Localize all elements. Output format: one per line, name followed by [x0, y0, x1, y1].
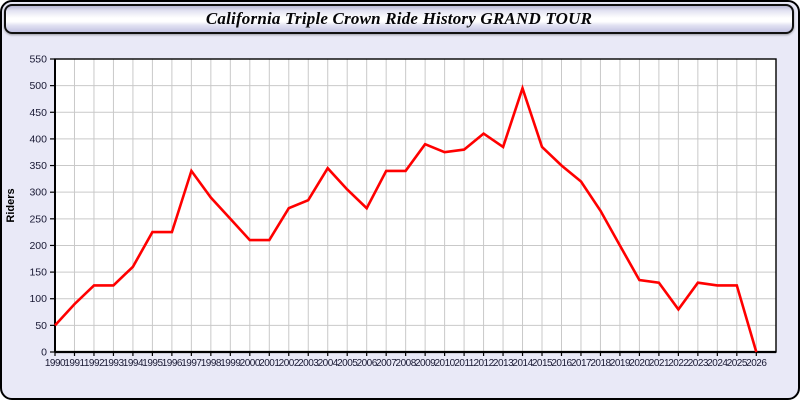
x-tick-label: 2003 [298, 358, 319, 369]
y-tick-label: 450 [29, 107, 47, 119]
x-tick-label: 2007 [376, 358, 397, 369]
y-tick-label: 400 [29, 133, 47, 145]
x-tick-label: 1993 [103, 358, 124, 369]
x-tick-label: 2011 [454, 358, 474, 369]
x-tick-label: 2018 [590, 358, 611, 369]
x-tick-label: 2008 [396, 358, 417, 369]
x-tick-label: 2020 [629, 358, 650, 369]
x-tick-label: 2002 [279, 358, 300, 369]
y-tick-label: 350 [29, 160, 47, 172]
x-tick-label: 2012 [473, 358, 494, 369]
x-tick-label: 2000 [240, 358, 261, 369]
y-tick-label: 500 [29, 80, 47, 92]
x-tick-label: 1990 [45, 358, 66, 369]
x-tick-label: 2004 [318, 358, 339, 369]
axis-ticks [50, 58, 757, 356]
x-tick-label: 2016 [551, 358, 572, 369]
y-tick-label: 300 [29, 187, 47, 199]
y-tick-label: 100 [29, 293, 47, 305]
x-tick-label: 2024 [707, 358, 728, 369]
x-tick-label: 1992 [84, 358, 105, 369]
x-axis-labels: 1990 1991 1992 1993 1994 1995 1996 1997 1998 1999… [45, 358, 768, 369]
y-tick-label: 250 [29, 213, 47, 225]
x-tick-label: 1995 [142, 358, 163, 369]
x-tick-label: 2005 [337, 358, 358, 369]
riders-data-line [54, 84, 758, 353]
x-tick-label: 2014 [512, 358, 533, 369]
x-tick-label: 2013 [493, 358, 514, 369]
x-tick-label: 2009 [415, 358, 436, 369]
x-tick-label: 2026 [746, 358, 767, 369]
x-tick-label: 1994 [123, 358, 144, 369]
gridlines [55, 59, 776, 352]
x-tick-label: 2022 [668, 358, 689, 369]
y-tick-label: 150 [29, 267, 47, 279]
x-tick-label: 1997 [181, 358, 202, 369]
y-axis-labels: 0 50 100 150 200 250 300 350 400 450 500 550 [29, 54, 47, 359]
y-tick-label: 0 [41, 347, 47, 359]
y-axis-title: Riders [5, 188, 17, 222]
x-tick-label: 1996 [162, 358, 183, 369]
x-tick-label: 2023 [688, 358, 709, 369]
x-tick-label: 2019 [610, 358, 631, 369]
y-tick-label: 200 [29, 240, 47, 252]
x-tick-label: 2017 [571, 358, 592, 369]
y-tick-label: 50 [35, 320, 47, 332]
x-tick-label: 1991 [64, 358, 85, 369]
x-tick-label: 2001 [259, 358, 280, 369]
x-tick-label: 2015 [532, 358, 553, 369]
x-tick-label: 2021 [649, 358, 670, 369]
plot-area [55, 59, 776, 352]
y-tick-label: 550 [29, 54, 47, 66]
x-tick-label: 2010 [434, 358, 455, 369]
x-tick-label: 2025 [727, 358, 748, 369]
page-title: California Triple Crown Ride History GRA… [205, 9, 593, 28]
x-tick-label: 1999 [220, 358, 241, 369]
x-tick-label: 2006 [357, 358, 378, 369]
x-tick-label: 1998 [201, 358, 222, 369]
chart-title-bar: California Triple Crown Ride History GRA… [4, 4, 794, 34]
